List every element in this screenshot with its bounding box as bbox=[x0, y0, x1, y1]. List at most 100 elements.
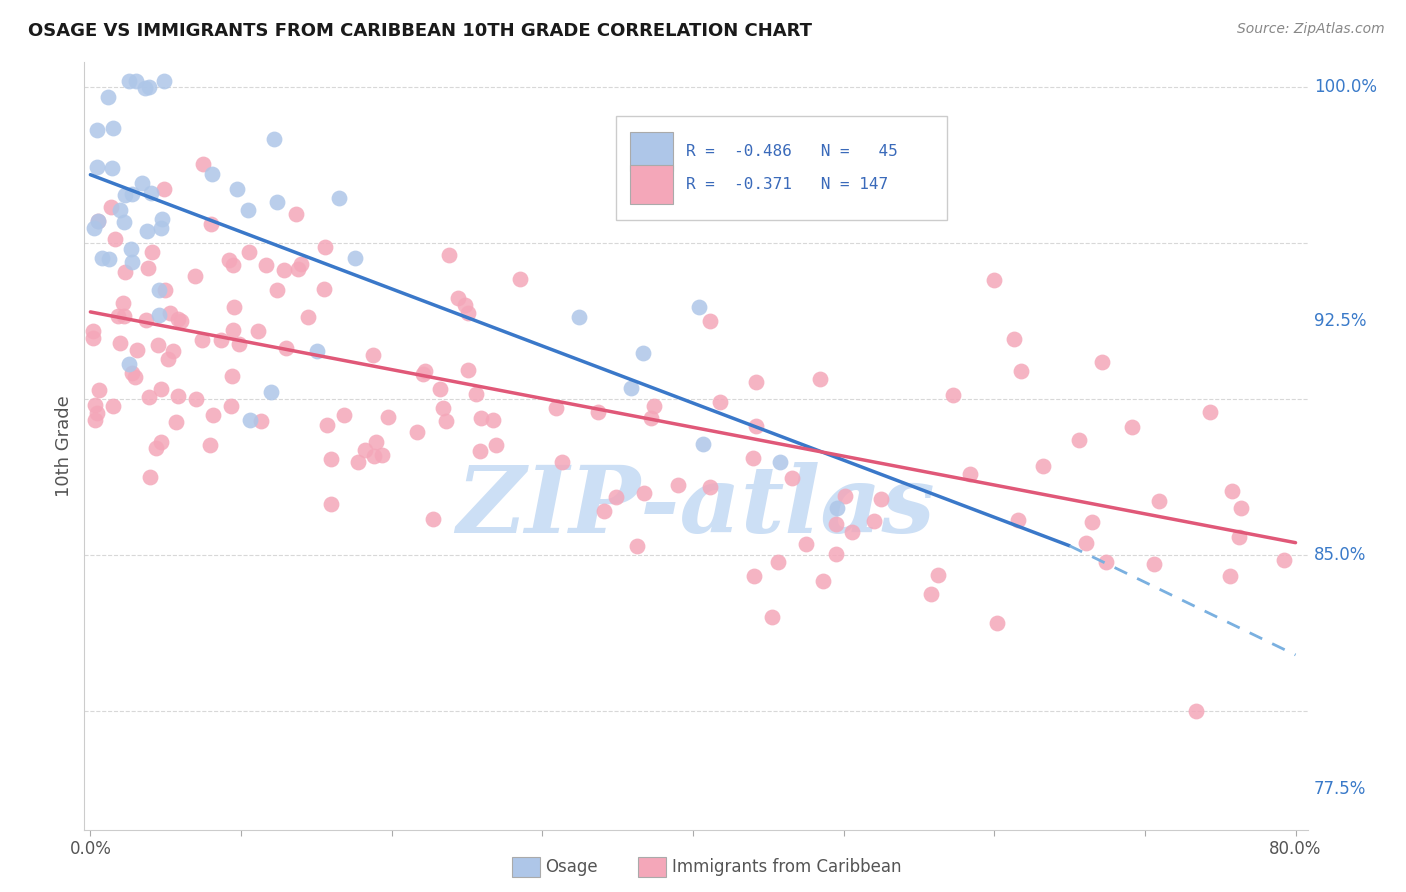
Point bbox=[131, 176, 153, 190]
Point bbox=[150, 212, 173, 227]
Point bbox=[429, 382, 451, 396]
Point bbox=[184, 392, 207, 407]
Point bbox=[297, 310, 319, 325]
Point bbox=[983, 273, 1005, 287]
Point bbox=[768, 555, 790, 569]
Point bbox=[90, 252, 112, 266]
Point bbox=[314, 282, 336, 296]
Point bbox=[86, 123, 108, 137]
Point bbox=[162, 343, 184, 358]
Point bbox=[745, 375, 768, 389]
Point bbox=[100, 200, 122, 214]
Point bbox=[148, 308, 170, 322]
Point bbox=[782, 471, 804, 485]
Point bbox=[568, 310, 591, 324]
Point bbox=[620, 381, 643, 395]
Point bbox=[1010, 364, 1032, 378]
Point bbox=[285, 207, 308, 221]
Point bbox=[125, 74, 148, 88]
Point bbox=[145, 441, 167, 455]
Point bbox=[184, 268, 207, 283]
Point bbox=[347, 455, 370, 469]
Point bbox=[135, 313, 157, 327]
Point bbox=[447, 291, 470, 305]
Point bbox=[127, 343, 149, 357]
Point bbox=[82, 324, 104, 338]
Point bbox=[82, 331, 104, 345]
Point bbox=[86, 406, 108, 420]
Point bbox=[138, 79, 160, 94]
Point bbox=[1074, 536, 1097, 550]
Point bbox=[254, 258, 277, 272]
Point bbox=[371, 448, 394, 462]
Point bbox=[1081, 516, 1104, 530]
Point bbox=[153, 181, 176, 195]
Point bbox=[834, 489, 856, 503]
Point bbox=[688, 300, 710, 314]
Point bbox=[633, 486, 655, 500]
Point bbox=[465, 387, 488, 401]
Point bbox=[406, 425, 429, 439]
Point bbox=[344, 251, 367, 265]
Point bbox=[485, 437, 508, 451]
Point bbox=[1274, 553, 1296, 567]
Point bbox=[112, 215, 135, 229]
Point bbox=[412, 368, 434, 382]
Point bbox=[290, 257, 312, 271]
Point bbox=[482, 413, 505, 427]
Point bbox=[97, 90, 120, 104]
Point bbox=[221, 368, 243, 383]
Point bbox=[1147, 493, 1170, 508]
Point bbox=[107, 309, 129, 323]
Point bbox=[413, 364, 436, 378]
Point bbox=[136, 224, 159, 238]
Point bbox=[314, 239, 336, 253]
Point bbox=[1227, 530, 1250, 544]
Point bbox=[432, 401, 454, 415]
Point bbox=[470, 410, 492, 425]
Point bbox=[825, 547, 848, 561]
Text: OSAGE VS IMMIGRANTS FROM CARIBBEAN 10TH GRADE CORRELATION CHART: OSAGE VS IMMIGRANTS FROM CARIBBEAN 10TH … bbox=[28, 22, 813, 40]
Point bbox=[692, 437, 714, 451]
Point bbox=[246, 324, 269, 338]
Point bbox=[201, 409, 224, 423]
Point bbox=[287, 262, 309, 277]
Point bbox=[808, 372, 831, 386]
Point bbox=[744, 569, 766, 583]
Point bbox=[457, 363, 479, 377]
Point bbox=[454, 298, 477, 312]
Point bbox=[138, 390, 160, 404]
Point bbox=[363, 347, 385, 361]
Point bbox=[121, 186, 143, 201]
Point bbox=[377, 409, 399, 424]
Point bbox=[141, 244, 163, 259]
Point bbox=[165, 415, 187, 429]
Point bbox=[1185, 704, 1208, 718]
Point bbox=[86, 214, 108, 228]
Point bbox=[422, 511, 444, 525]
Point bbox=[149, 221, 172, 235]
Point bbox=[101, 399, 124, 413]
Point bbox=[666, 477, 689, 491]
Point bbox=[118, 357, 141, 371]
Point bbox=[260, 385, 283, 400]
Point bbox=[110, 336, 132, 351]
Point bbox=[319, 498, 342, 512]
Point bbox=[1121, 420, 1143, 434]
Point bbox=[328, 191, 350, 205]
Point bbox=[114, 265, 136, 279]
Point bbox=[100, 161, 122, 175]
Point bbox=[354, 443, 377, 458]
Point bbox=[1002, 333, 1025, 347]
Point bbox=[626, 540, 648, 554]
Point bbox=[761, 609, 783, 624]
Point bbox=[870, 491, 893, 506]
Point bbox=[319, 452, 342, 467]
Point bbox=[157, 352, 180, 367]
Text: Osage: Osage bbox=[546, 858, 598, 876]
Point bbox=[124, 369, 146, 384]
Point bbox=[83, 221, 105, 235]
Point bbox=[744, 419, 766, 434]
Point bbox=[148, 283, 170, 297]
Point bbox=[959, 467, 981, 482]
